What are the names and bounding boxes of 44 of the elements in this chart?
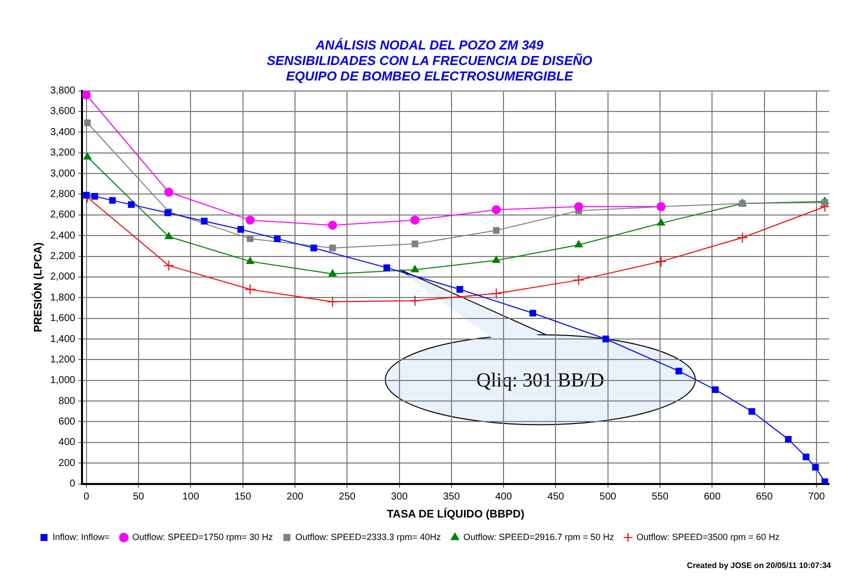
y-tick-label: 2,000: [50, 272, 76, 283]
x-tick-label: 350: [443, 492, 460, 503]
y-tick-label: 3,600: [50, 106, 76, 118]
x-tick-label: 100: [182, 492, 200, 503]
x-tick-label: 550: [652, 492, 669, 503]
y-axis-title: PRESIÓN (LPCA): [32, 242, 45, 332]
y-tick-label: 3,800: [50, 86, 76, 97]
y-tick-label: 2,600: [50, 210, 76, 221]
x-tick-label: 600: [704, 492, 721, 503]
legend-label: Outflow: SPEED=1750 rpm= 30 Hz: [132, 532, 274, 542]
x-tick-label: 150: [234, 492, 252, 503]
x-tick-label: 650: [756, 492, 774, 503]
y-tick-label: 3,400: [50, 126, 76, 138]
chart-title: ANÁLISIS NODAL DEL POZO ZM 349 SENSIBILIDADES CON LA FRECUENCIA DE DISEÑO EQUIPO DE BOMBEO ELECTROSUMERGIBLE: [266, 37, 592, 84]
x-tick-label: 300: [390, 492, 408, 503]
y-tick-label: 200: [58, 458, 76, 469]
x-tick-label: 400: [495, 492, 512, 503]
text: Created by JOSE on 20/05/11 10:07:34: [686, 561, 832, 570]
x-tick-label: 200: [286, 492, 304, 503]
x-tick-label: 250: [338, 492, 356, 503]
y-tick-label: 0: [70, 478, 76, 490]
y-tick-label: 2,200: [50, 251, 76, 262]
y-tick-label: 800: [58, 396, 76, 407]
x-axis-title: TASA DE LÍQUIDO (BBPD): [386, 507, 525, 520]
y-tick-label: 1,800: [50, 292, 76, 304]
x-tick-label: 700: [808, 492, 826, 503]
x-tick-label: 50: [132, 492, 145, 503]
legend-label: Inflow: Inflow=: [52, 532, 110, 542]
y-tick-label: 3,200: [50, 148, 76, 159]
y-tick-label: 3,000: [50, 168, 76, 180]
x-tick-label: 450: [547, 492, 565, 503]
legend-label: Outflow: SPEED=2916.7 rpm = 50 Hz: [463, 532, 614, 542]
y-tick-label: 1,000: [50, 375, 76, 386]
y-tick-label: 1,400: [50, 334, 76, 345]
x-tick-label: 0: [84, 492, 90, 503]
x-tick-label: 500: [600, 492, 617, 503]
y-tick-label: 1,600: [50, 313, 76, 324]
y-tick-label: 2,400: [50, 230, 76, 242]
y-tick-label: 2,800: [50, 188, 76, 200]
y-tick-label: 1,200: [50, 354, 76, 366]
y-tick-label: 400: [58, 437, 76, 448]
legend-label: Outflow: SPEED=3500 rpm = 60 Hz: [636, 532, 780, 542]
y-tick-label: 600: [58, 416, 76, 428]
legend-label: Outflow: SPEED=2333.3 rpm= 40Hz: [295, 532, 442, 542]
